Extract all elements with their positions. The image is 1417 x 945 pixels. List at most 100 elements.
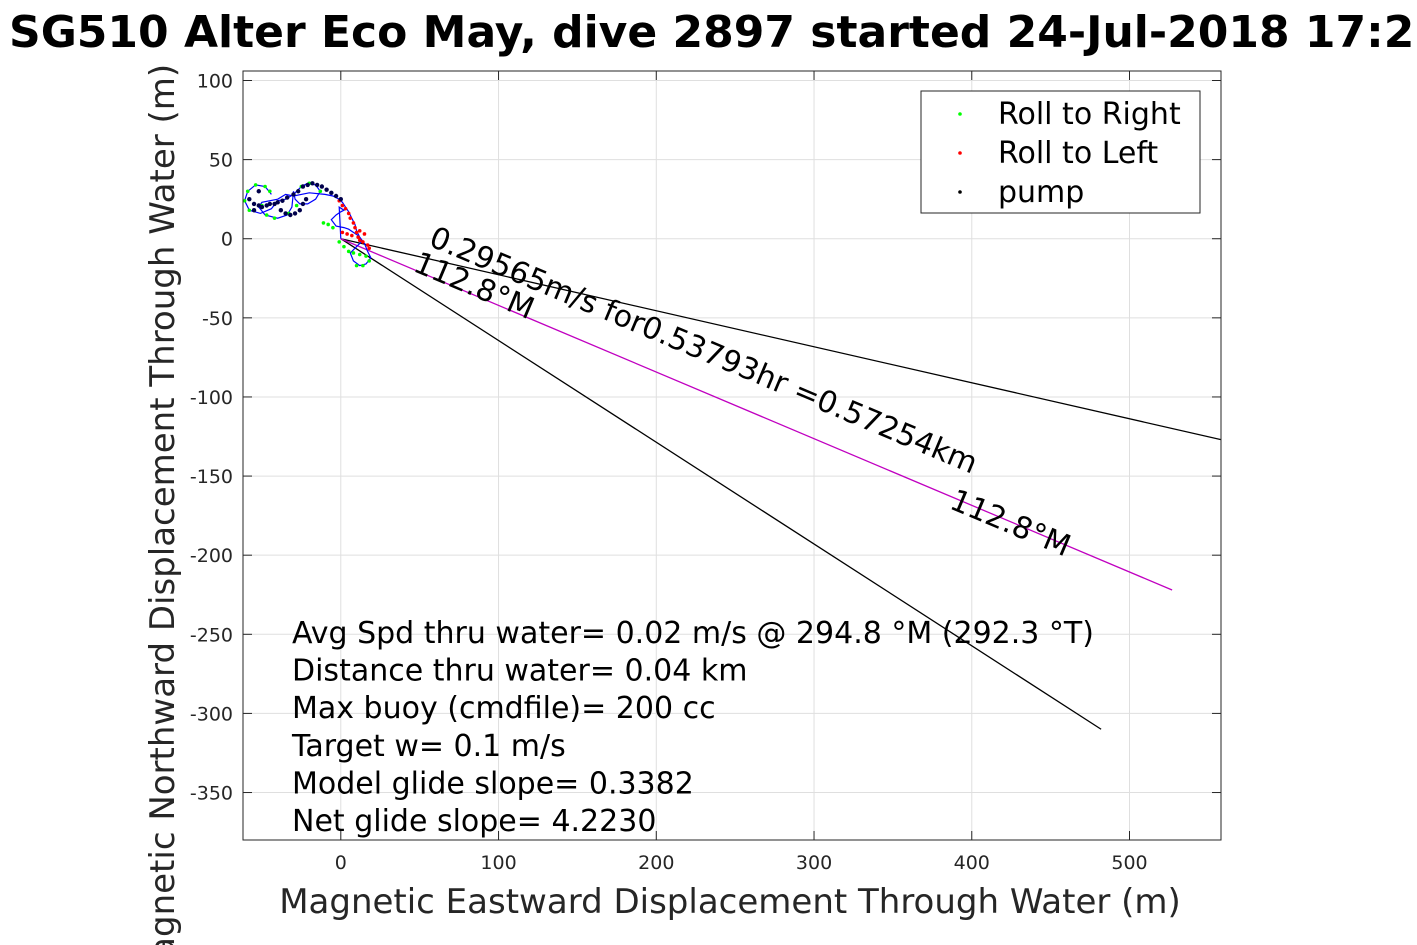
roll-left-point	[343, 206, 348, 211]
roll-right-point	[263, 184, 267, 189]
pump-point	[288, 212, 293, 218]
y-tick-label: -350	[190, 783, 233, 805]
cone-upper-line	[340, 238, 1221, 441]
roll-right-point	[318, 189, 323, 194]
roll-left-point	[348, 216, 353, 220]
pump-point	[251, 201, 257, 207]
roll-right-point	[326, 222, 330, 227]
pump-point	[300, 201, 306, 207]
roll-left-point	[357, 238, 362, 243]
roll-left-point	[365, 243, 370, 247]
pump-point	[278, 208, 284, 213]
pump-point	[310, 181, 315, 186]
x-axis-label: Magnetic Eastward Displacement Through W…	[279, 882, 1181, 922]
y-tick-label: -150	[190, 466, 233, 488]
pump-point	[256, 189, 261, 194]
pump-point	[251, 208, 257, 213]
roll-left-point	[354, 230, 359, 235]
pump-point	[283, 211, 288, 216]
pump-point	[275, 200, 280, 205]
stats-line: Model glide slope= 0.3382	[292, 766, 694, 801]
roll-right-point	[364, 254, 368, 258]
roll-right-point	[253, 183, 258, 187]
roll-left-point	[361, 240, 365, 244]
roll-right-point	[294, 203, 299, 208]
legend-marker	[958, 190, 962, 194]
roll-left-point	[346, 211, 351, 216]
roll-left-point	[340, 203, 345, 208]
y-tick-label: -100	[190, 387, 233, 409]
plot-area	[243, 181, 1221, 730]
y-tick-label: -50	[202, 308, 233, 330]
pump-point	[259, 204, 265, 210]
roll-left-point	[350, 233, 354, 238]
pump-point	[329, 190, 334, 196]
roll-left-point	[356, 235, 360, 239]
pump-point	[319, 184, 325, 189]
stats-line: Target w= 0.1 m/s	[291, 729, 566, 764]
legend-label: Roll to Left	[998, 136, 1158, 171]
y-tick-label: 0	[221, 229, 233, 251]
pump-point	[314, 182, 320, 188]
pump-point	[291, 192, 296, 197]
roll-left-point	[353, 225, 357, 230]
y-tick-label: 100	[197, 70, 233, 92]
stats-line: Avg Spd thru water= 0.02 m/s @ 294.8 °M …	[292, 616, 1094, 651]
grid	[243, 71, 1221, 840]
stats-line: Max buoy (cmdfile)= 200 cc	[292, 691, 716, 726]
pump-point	[297, 208, 302, 213]
y-tick-label: 50	[209, 150, 233, 172]
pump-point	[296, 189, 301, 194]
roll-right-point	[337, 240, 342, 244]
legend-label: pump	[998, 175, 1084, 210]
pump-point	[324, 187, 329, 192]
pump-point	[338, 196, 343, 202]
roll-right-point	[247, 208, 252, 213]
stats-line: Distance thru water= 0.04 km	[292, 654, 747, 689]
legend-label: Roll to Right	[998, 97, 1181, 132]
roll-left-point	[351, 221, 356, 225]
roll-right-point	[342, 244, 346, 249]
legend-box	[920, 90, 1201, 214]
pump-point	[333, 193, 339, 199]
roll-left-point	[357, 229, 362, 233]
roll-left-point	[362, 232, 367, 236]
roll-right-point	[268, 189, 272, 194]
pump-point	[247, 196, 252, 202]
roll-right-point	[351, 251, 356, 255]
roll-left-point	[367, 246, 371, 251]
roll-right-point	[361, 263, 365, 268]
x-tick-label: 0	[335, 852, 347, 874]
y-tick-label: -300	[190, 703, 233, 725]
roll-right-point	[245, 189, 250, 194]
roll-right-point	[272, 216, 277, 220]
pump-point	[305, 182, 310, 188]
y-tick-label: -250	[190, 624, 233, 646]
cone-lower-line	[340, 238, 1102, 730]
roll-right-point	[243, 198, 247, 203]
legend-marker	[958, 112, 962, 116]
roll-right-point	[367, 259, 371, 263]
pump-point	[280, 198, 285, 203]
pump-point	[284, 195, 290, 200]
roll-right-point	[354, 263, 359, 268]
chart-title: SG510 Alter Eco May, dive 2897 started 2…	[9, 7, 1417, 58]
roll-left-point	[345, 232, 349, 236]
roll-right-point	[331, 225, 335, 230]
roll-right-point	[321, 221, 326, 225]
roll-right-point	[346, 249, 351, 254]
roll-left-point	[340, 230, 345, 235]
ticks: 0 100 200 300 400 500100500-50-100-150-200-25…	[190, 70, 1221, 874]
pump-point	[303, 196, 309, 202]
roll-right-point	[264, 213, 269, 217]
y-tick-label: -200	[190, 545, 233, 567]
x-tick-label: 100	[480, 852, 516, 874]
legend: Roll to Right Roll to Left pump	[920, 90, 1201, 214]
x-tick-label: 200	[638, 852, 674, 874]
pump-point	[292, 211, 298, 216]
x-tick-label: 500	[1111, 852, 1147, 874]
pump-point	[267, 201, 273, 207]
axes-box	[242, 70, 1222, 841]
stats-line: Net glide slope= 4.2230	[292, 804, 656, 839]
